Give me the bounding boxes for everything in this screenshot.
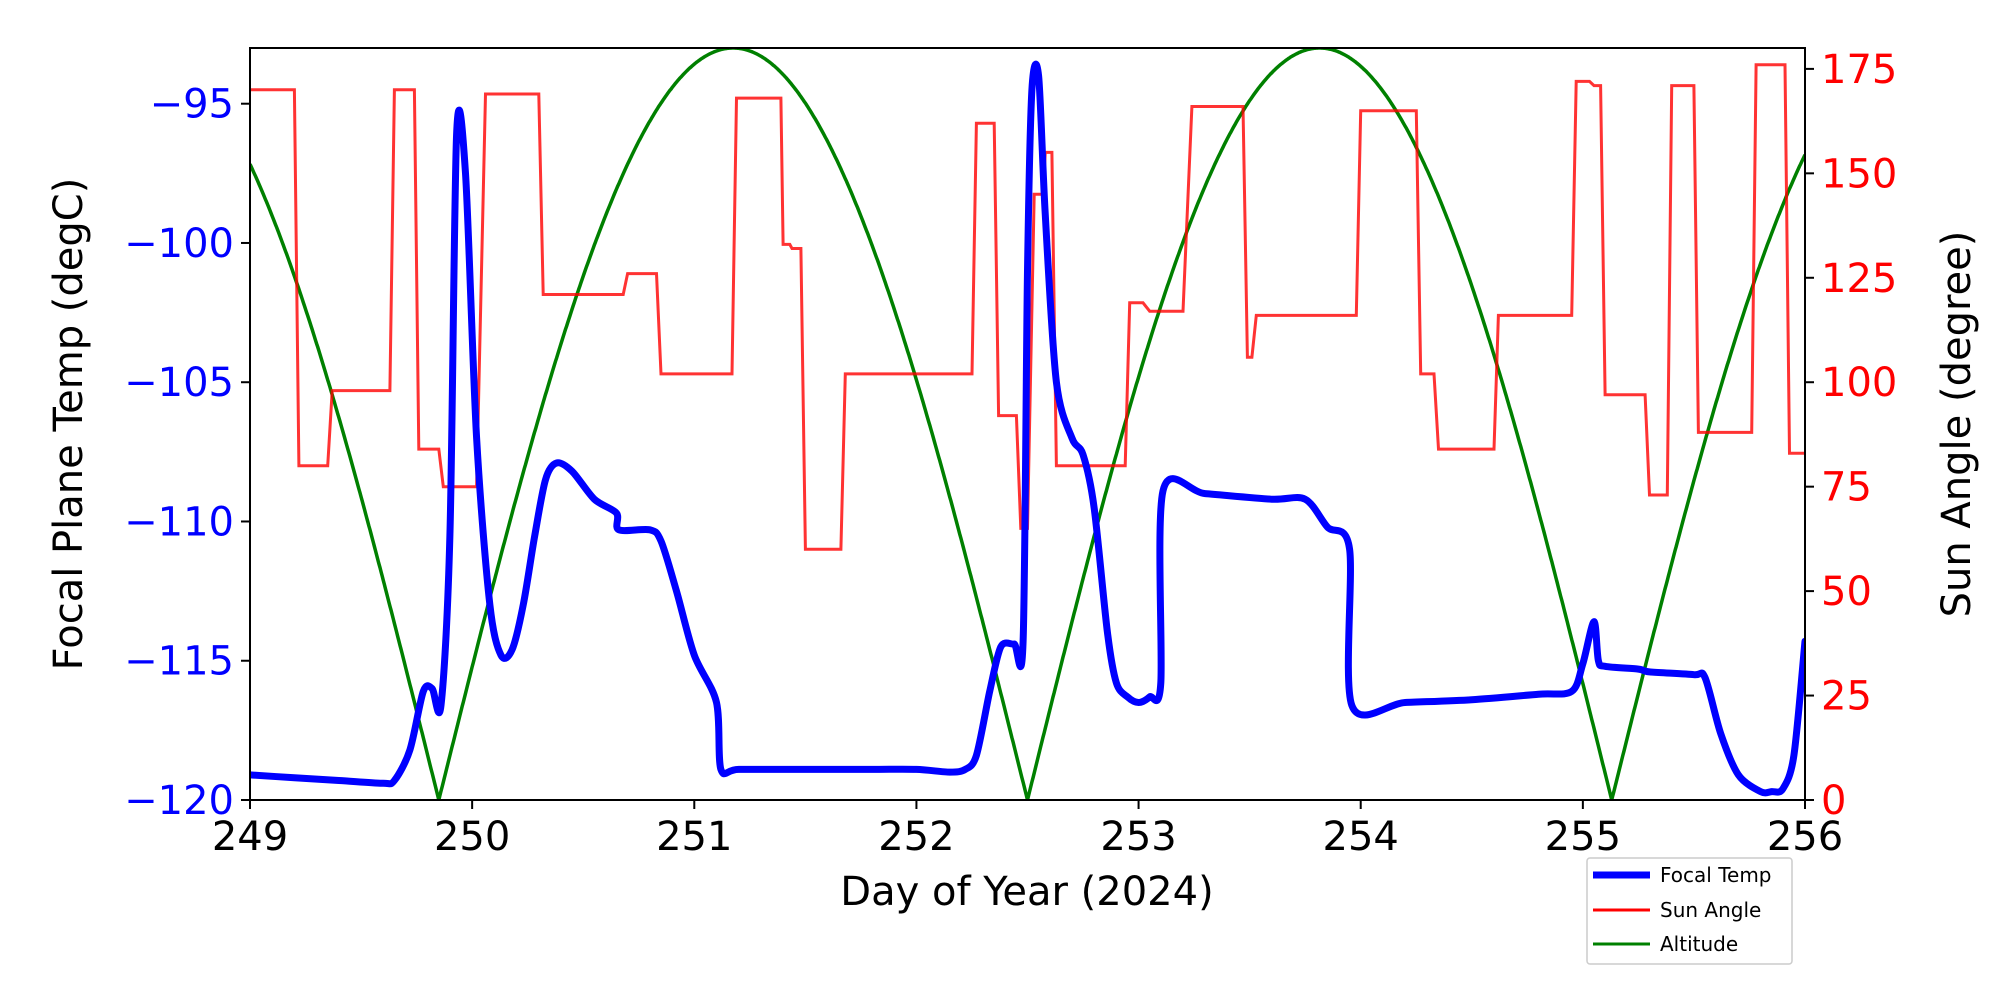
legend: Focal Temp Sun Angle Altitude bbox=[1586, 857, 1793, 965]
y-left-tick-label: −100 bbox=[124, 221, 234, 267]
y-right-tick-label: 100 bbox=[1821, 360, 1897, 406]
legend-label-focal-temp: Focal Temp bbox=[1660, 863, 1772, 887]
legend-label-altitude: Altitude bbox=[1660, 932, 1738, 956]
y-left-tick-label: −115 bbox=[124, 639, 234, 685]
y-axis-left: −95 −100 −105 −110 −115 −120 bbox=[124, 82, 250, 824]
x-tick-label: 255 bbox=[1545, 814, 1621, 860]
y-right-tick-label: 0 bbox=[1821, 778, 1846, 824]
x-tick-label: 254 bbox=[1323, 814, 1399, 860]
x-axis: 249 250 251 252 253 254 255 256 bbox=[212, 800, 1843, 860]
legend-box bbox=[1586, 857, 1793, 965]
y-left-tick-label: −110 bbox=[124, 499, 234, 545]
y-axis-left-label: Focal Plane Temp (degC) bbox=[46, 178, 92, 671]
x-tick-label: 251 bbox=[656, 814, 732, 860]
y-axis-right: 175 150 125 100 75 50 25 0 bbox=[1805, 47, 1897, 824]
y-axis-right-label: Sun Angle (degree) bbox=[1934, 231, 1980, 618]
y-right-tick-label: 50 bbox=[1821, 569, 1872, 615]
y-right-tick-label: 150 bbox=[1821, 151, 1897, 197]
x-axis-label: Day of Year (2024) bbox=[840, 869, 1213, 915]
chart-lines bbox=[250, 48, 1805, 800]
y-left-tick-label: −120 bbox=[124, 778, 234, 824]
y-left-tick-label: −105 bbox=[124, 360, 234, 406]
legend-label-sun-angle: Sun Angle bbox=[1660, 898, 1761, 922]
x-tick-label: 256 bbox=[1767, 814, 1843, 860]
plot-area bbox=[250, 48, 1805, 800]
y-left-tick-label: −95 bbox=[150, 82, 234, 128]
x-tick-label: 252 bbox=[878, 814, 954, 860]
x-tick-label: 253 bbox=[1100, 814, 1176, 860]
y-right-tick-label: 125 bbox=[1821, 256, 1897, 302]
y-right-tick-label: 75 bbox=[1821, 465, 1872, 511]
plot-frame bbox=[249, 47, 1806, 801]
y-right-tick-label: 25 bbox=[1821, 674, 1872, 720]
x-tick-label: 249 bbox=[212, 814, 288, 860]
y-right-tick-label: 175 bbox=[1821, 47, 1897, 93]
x-tick-label: 250 bbox=[434, 814, 510, 860]
series-altitude-line bbox=[250, 48, 1805, 800]
series-focal-temp-line bbox=[250, 60, 1805, 797]
